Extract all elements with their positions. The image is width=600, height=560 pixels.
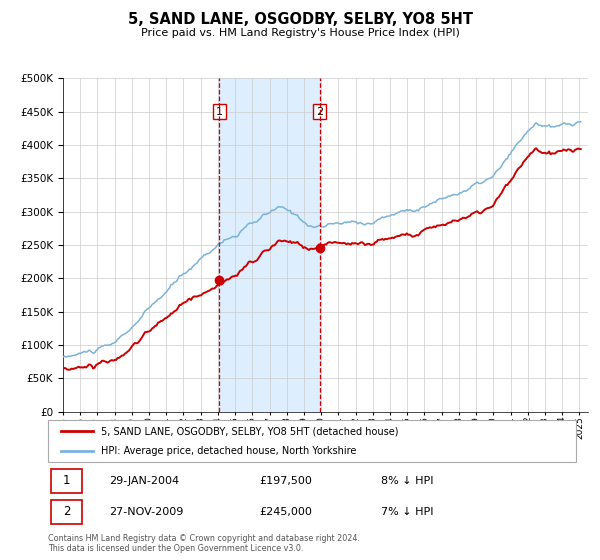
- Text: Contains HM Land Registry data © Crown copyright and database right 2024.
This d: Contains HM Land Registry data © Crown c…: [48, 534, 360, 553]
- Text: 8% ↓ HPI: 8% ↓ HPI: [380, 476, 433, 486]
- Text: 1: 1: [63, 474, 70, 487]
- Bar: [219, 78, 320, 412]
- Text: Price paid vs. HM Land Registry's House Price Index (HPI): Price paid vs. HM Land Registry's House …: [140, 28, 460, 38]
- Text: 5, SAND LANE, OSGODBY, SELBY, YO8 5HT (detached house): 5, SAND LANE, OSGODBY, SELBY, YO8 5HT (d…: [101, 426, 398, 436]
- Text: £245,000: £245,000: [259, 507, 312, 517]
- Text: 2: 2: [316, 107, 323, 116]
- Text: 29-JAN-2004: 29-JAN-2004: [109, 476, 179, 486]
- FancyBboxPatch shape: [48, 420, 576, 462]
- Text: 1: 1: [216, 107, 223, 116]
- Text: 5, SAND LANE, OSGODBY, SELBY, YO8 5HT: 5, SAND LANE, OSGODBY, SELBY, YO8 5HT: [128, 12, 473, 27]
- Text: 2: 2: [63, 505, 70, 519]
- Text: HPI: Average price, detached house, North Yorkshire: HPI: Average price, detached house, Nort…: [101, 446, 356, 456]
- FancyBboxPatch shape: [50, 500, 82, 524]
- FancyBboxPatch shape: [50, 469, 82, 493]
- Text: 27-NOV-2009: 27-NOV-2009: [109, 507, 183, 517]
- Text: £197,500: £197,500: [259, 476, 312, 486]
- Text: 7% ↓ HPI: 7% ↓ HPI: [380, 507, 433, 517]
